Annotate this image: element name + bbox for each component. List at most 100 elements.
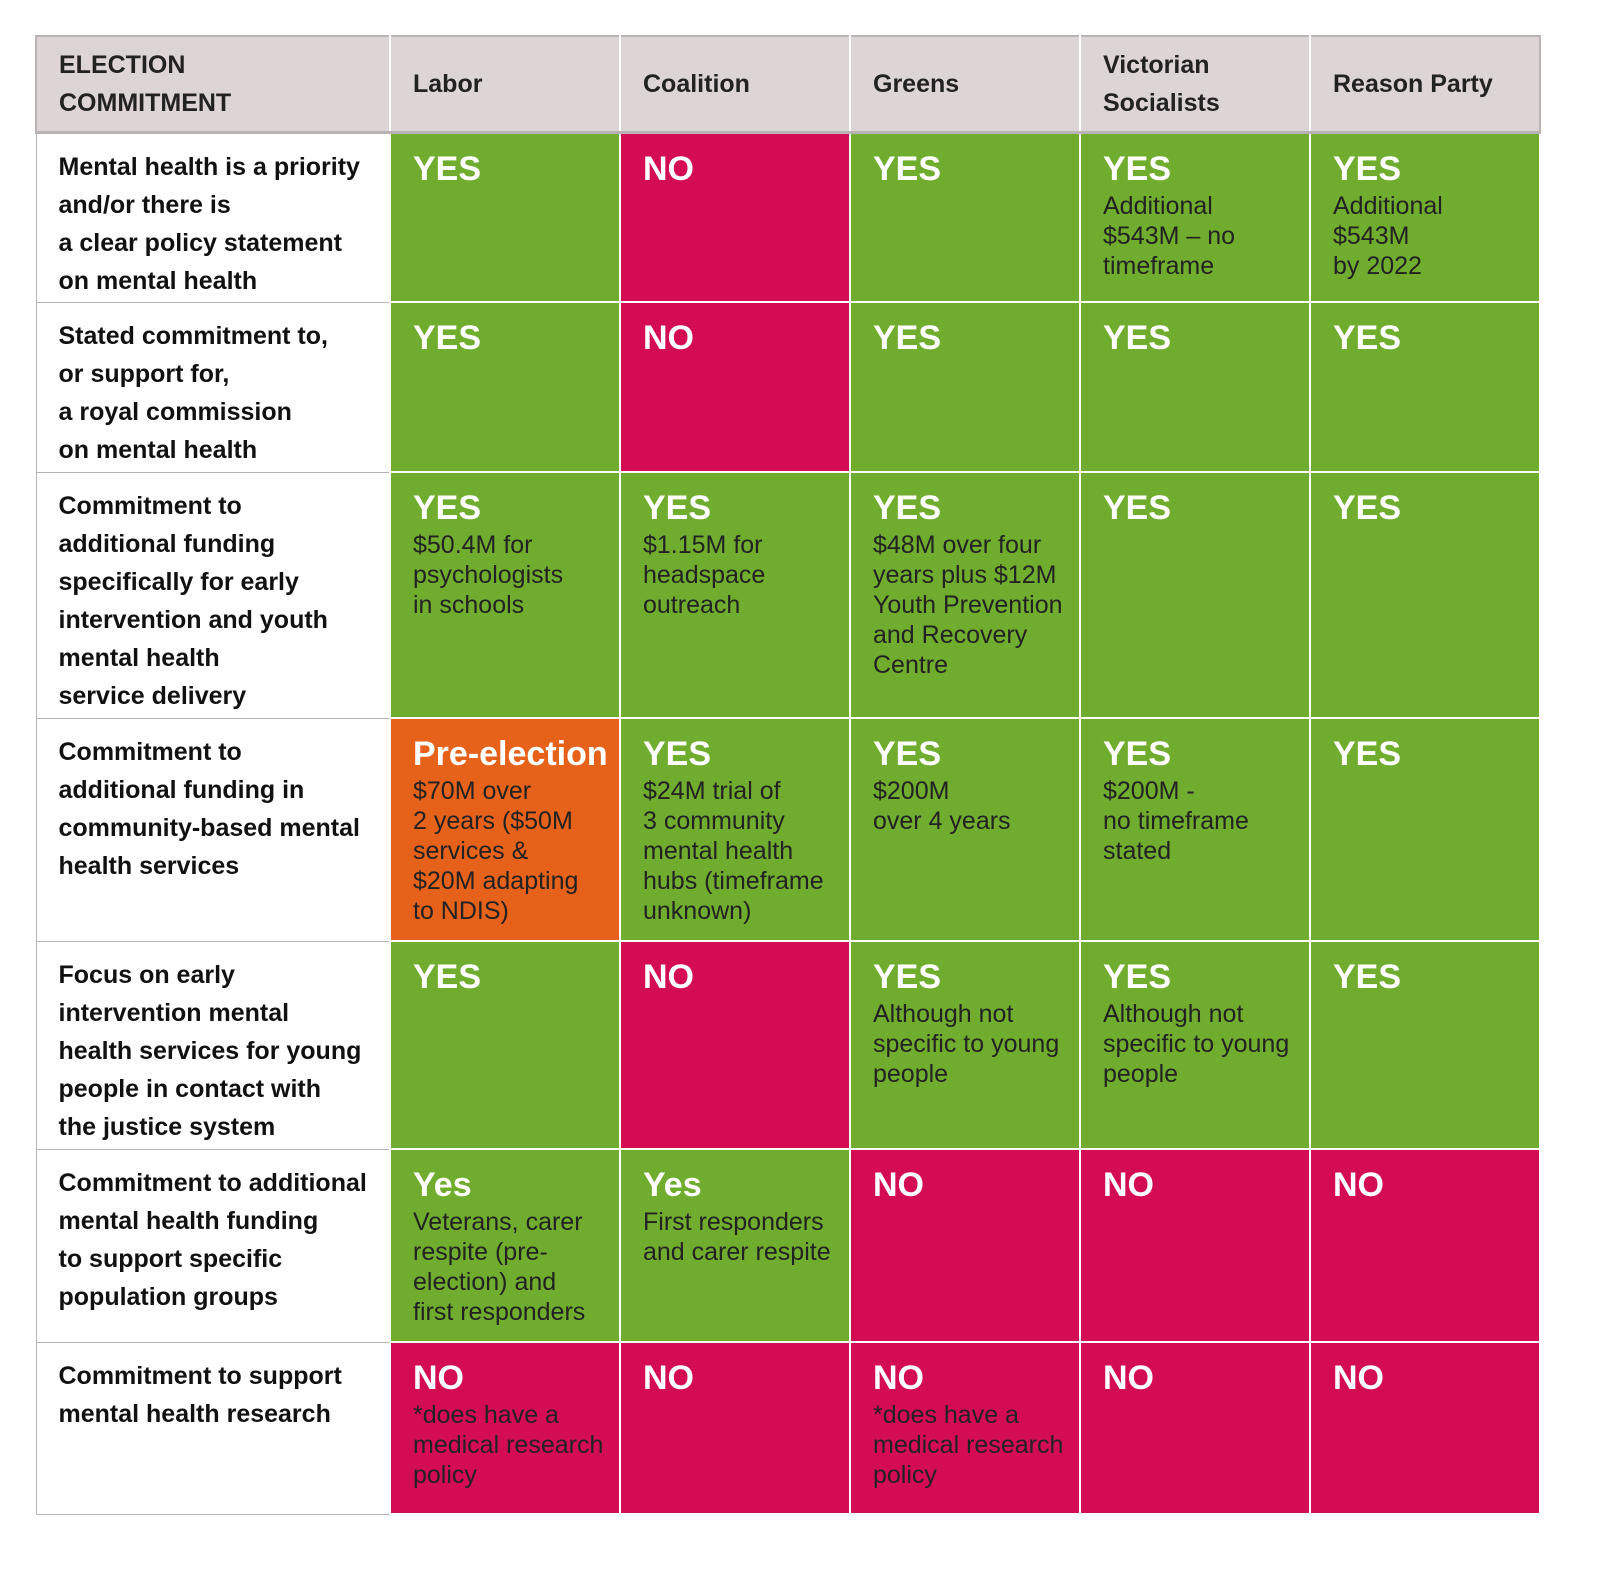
status-note: Additional $543M by 2022: [1333, 191, 1443, 280]
status-cell: NO: [619, 1341, 851, 1515]
status-verdict: NO: [873, 1166, 924, 1204]
status-verdict: YES: [873, 149, 942, 188]
status-cell: NO: [619, 131, 851, 303]
status-cell: YES: [1309, 471, 1541, 719]
status-verdict: YES: [1333, 319, 1402, 357]
status-cell: YES: [1309, 301, 1541, 473]
status-cell: YES Although not specific to young people: [1079, 940, 1311, 1150]
status-note: Although not specific to young people: [873, 1000, 1060, 1088]
status-cell: Yes Veterans, carer respite (pre- electio…: [389, 1148, 621, 1343]
table-row: Mental health is a priority and/or there…: [35, 131, 1541, 303]
status-cell: NO: [1079, 1341, 1311, 1515]
status-cell: YES: [389, 940, 621, 1150]
status-note: $1.15M for headspace outreach: [643, 531, 766, 619]
status-verdict: YES: [1333, 735, 1402, 773]
table-row: Stated commitment to, or support for, a …: [35, 301, 1541, 473]
header-party-label: Labor: [413, 69, 483, 98]
status-verdict: YES: [873, 489, 942, 527]
status-verdict: YES: [413, 489, 482, 527]
status-verdict: NO: [1103, 1359, 1154, 1397]
status-note: Veterans, carer respite (pre- election) …: [413, 1208, 586, 1326]
status-cell: YES $50.4M for psychologists in schools: [389, 471, 621, 719]
status-verdict: YES: [1103, 958, 1172, 996]
status-cell: YES: [849, 131, 1081, 303]
commitment-cell: Mental health is a priority and/or there…: [35, 131, 391, 303]
status-verdict: YES: [1333, 489, 1402, 527]
status-note: $48M over four years plus $12M Youth Pre…: [873, 531, 1063, 679]
status-cell: YES Additional $543M by 2022: [1309, 131, 1541, 303]
status-verdict: NO: [643, 319, 694, 357]
status-verdict: YES: [1103, 489, 1172, 527]
status-cell: YES: [1309, 717, 1541, 942]
status-cell: YES: [1079, 471, 1311, 719]
commitment-cell: Commitment to support mental health rese…: [35, 1341, 391, 1515]
status-note: *does have a medical research policy: [413, 1401, 604, 1489]
status-verdict: YES: [413, 319, 482, 357]
status-verdict: YES: [643, 489, 712, 527]
commitment-label: Commitment to additional mental health f…: [58, 1168, 367, 1311]
header-election-commitment-label: ELECTION COMMITMENT: [59, 50, 232, 117]
status-verdict: YES: [873, 735, 942, 773]
header-party-label: Victorian Socialists: [1103, 50, 1220, 117]
status-verdict: NO: [873, 1359, 924, 1397]
commitment-cell: Commitment to additional mental health f…: [35, 1148, 391, 1343]
status-verdict: Pre-election: [413, 735, 608, 773]
status-cell: YES $200M over 4 years: [849, 717, 1081, 942]
header-party-reason: Reason Party: [1309, 35, 1541, 134]
header-party-label: Reason Party: [1333, 69, 1493, 98]
status-cell: NO: [619, 301, 851, 473]
status-cell: NO: [619, 940, 851, 1150]
status-cell: YES Although not specific to young people: [849, 940, 1081, 1150]
table-row: Commitment to additional funding in comm…: [35, 717, 1541, 942]
header-party-labor: Labor: [389, 35, 621, 134]
commitment-comparison-table: ELECTION COMMITMENT Labor Coalition Gree…: [35, 35, 1541, 1515]
status-cell: NO *does have a medical research policy: [849, 1341, 1081, 1515]
status-cell: YES $200M - no timeframe stated: [1079, 717, 1311, 942]
table-row: Focus on early intervention mental healt…: [35, 940, 1541, 1150]
status-cell: YES: [389, 131, 621, 303]
status-cell: YES: [1309, 940, 1541, 1150]
status-cell: Yes First responders and carer respite: [619, 1148, 851, 1343]
status-verdict: YES: [413, 149, 482, 188]
status-note: $24M trial of 3 community mental health …: [643, 777, 824, 925]
header-party-victorian-socialists: Victorian Socialists: [1079, 35, 1311, 134]
status-verdict: YES: [873, 958, 942, 996]
status-verdict: Yes: [643, 1166, 702, 1204]
status-verdict: Yes: [413, 1166, 472, 1204]
commitment-cell: Stated commitment to, or support for, a …: [35, 301, 391, 473]
status-note: First responders and carer respite: [643, 1208, 831, 1266]
status-verdict: YES: [1333, 149, 1402, 188]
header-row: ELECTION COMMITMENT Labor Coalition Gree…: [35, 35, 1541, 134]
status-note: $200M - no timeframe stated: [1103, 777, 1249, 865]
status-cell: YES: [389, 301, 621, 473]
status-verdict: YES: [1103, 735, 1172, 773]
table-body: Mental health is a priority and/or there…: [35, 131, 1541, 1515]
commitment-label: Focus on early intervention mental healt…: [58, 960, 362, 1141]
status-cell: NO: [849, 1148, 1081, 1343]
status-verdict: YES: [1333, 958, 1402, 996]
status-cell: NO: [1309, 1148, 1541, 1343]
status-cell: NO *does have a medical research policy: [389, 1341, 621, 1515]
status-cell: YES: [1079, 301, 1311, 473]
table-row: Commitment to additional mental health f…: [35, 1148, 1541, 1343]
status-verdict: NO: [643, 149, 694, 188]
commitment-comparison-table-wrap: ELECTION COMMITMENT Labor Coalition Gree…: [35, 35, 1541, 1515]
status-note: Additional $543M – no timeframe: [1103, 191, 1236, 280]
status-verdict: NO: [413, 1359, 464, 1397]
status-note: Although not specific to young people: [1103, 1000, 1290, 1088]
status-cell: NO: [1079, 1148, 1311, 1343]
commitment-cell: Commitment to additional funding in comm…: [35, 717, 391, 942]
status-note: $50.4M for psychologists in schools: [413, 531, 564, 619]
status-note: $200M over 4 years: [873, 777, 1011, 835]
commitment-cell: Focus on early intervention mental healt…: [35, 940, 391, 1150]
header-party-greens: Greens: [849, 35, 1081, 134]
status-verdict: YES: [1103, 319, 1172, 357]
header-election-commitment: ELECTION COMMITMENT: [35, 35, 391, 134]
commitment-label: Mental health is a priority and/or there…: [58, 152, 360, 295]
commitment-label: Commitment to additional funding in comm…: [58, 737, 360, 880]
status-cell: YES $48M over four years plus $12M Youth …: [849, 471, 1081, 719]
commitment-cell: Commitment to additional funding specifi…: [35, 471, 391, 719]
status-cell: Pre-election $70M over 2 years ($50M serv…: [389, 717, 621, 942]
commitment-label: Commitment to support mental health rese…: [58, 1361, 342, 1428]
header-party-label: Coalition: [643, 69, 750, 98]
